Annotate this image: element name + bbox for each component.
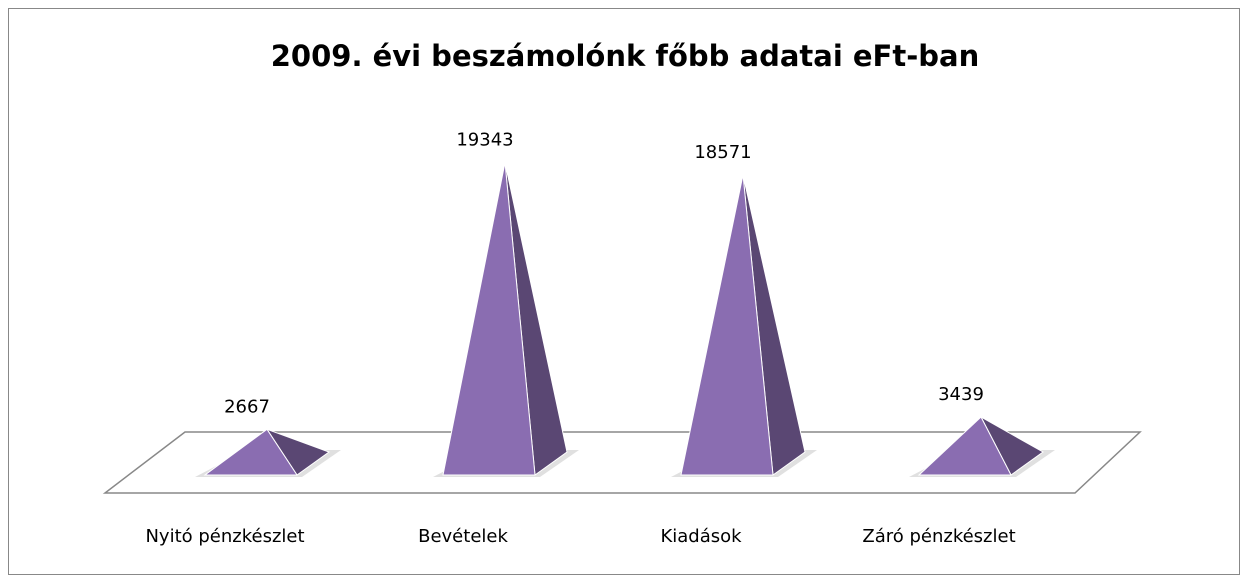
value-label: 19343 — [456, 130, 513, 151]
pyramid-front — [680, 174, 774, 476]
value-label: 2667 — [224, 396, 270, 417]
value-label: 18571 — [694, 142, 751, 163]
x-tick-label: Kiadások — [660, 526, 742, 547]
floor — [102, 431, 1142, 494]
x-tick-label: Záró pénzkészlet — [862, 526, 1015, 547]
pyramid-front — [203, 428, 298, 476]
x-tick-label: Bevételek — [418, 526, 508, 547]
pyramid-front — [442, 162, 536, 476]
value-label: 3439 — [938, 384, 984, 405]
x-tick-label: Nyitó pénzkészlet — [145, 526, 304, 547]
pyramid-front — [917, 416, 1012, 476]
chart-title: 2009. évi beszámolónk főbb adatai eFt-ba… — [271, 39, 979, 73]
